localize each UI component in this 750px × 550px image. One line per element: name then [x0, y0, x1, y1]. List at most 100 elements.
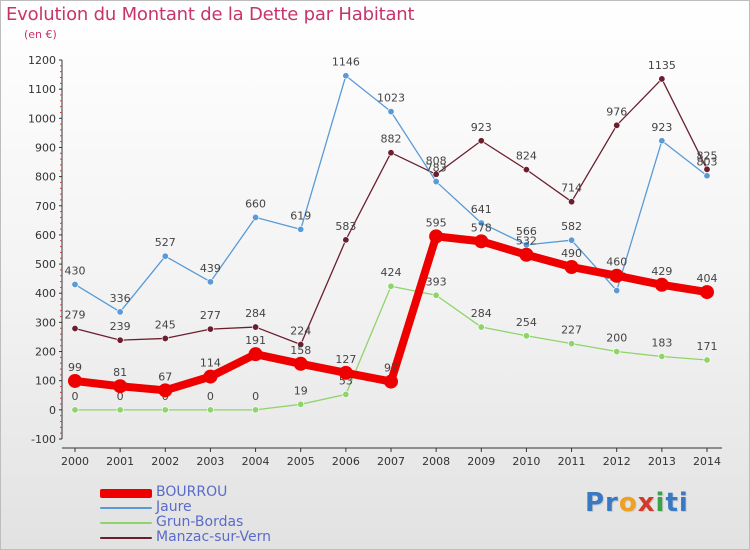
- data-label: 0: [252, 390, 259, 403]
- data-label: 619: [290, 209, 311, 222]
- data-label: 393: [426, 275, 447, 288]
- series-line-manzac-sur-vern: [74, 78, 708, 346]
- data-point: [342, 236, 350, 244]
- data-point: [432, 178, 440, 186]
- data-point: [564, 259, 579, 274]
- data-label: 227: [561, 324, 582, 337]
- legend-swatch: [100, 507, 152, 509]
- data-point: [71, 280, 79, 288]
- x-tick-label: 2009: [467, 455, 495, 468]
- data-point: [613, 121, 621, 129]
- data-point: [68, 373, 82, 388]
- data-point: [206, 325, 214, 333]
- data-label: 239: [110, 320, 131, 333]
- data-point: [116, 336, 124, 344]
- data-point: [161, 334, 169, 342]
- data-label: 824: [516, 150, 537, 163]
- data-label: 200: [606, 332, 627, 345]
- x-tick-label: 2011: [558, 455, 586, 468]
- data-label: 404: [697, 272, 718, 285]
- x-tick-label: 2014: [693, 455, 721, 468]
- chart-title: Evolution du Montant de la Dette par Hab…: [6, 4, 415, 25]
- y-tick-label: 100: [35, 375, 56, 388]
- data-point: [252, 213, 260, 221]
- data-point: [293, 356, 308, 371]
- logo-part: ti: [665, 488, 689, 518]
- data-point: [71, 406, 79, 414]
- logo-part: Pr: [585, 488, 619, 518]
- proxiti-logo: Proxiti: [585, 488, 689, 518]
- y-tick-label: 500: [35, 258, 56, 271]
- data-label: 490: [561, 247, 582, 260]
- y-tick-label: 1100: [28, 83, 56, 96]
- x-tick-label: 2013: [648, 455, 676, 468]
- data-label: 284: [471, 307, 492, 320]
- data-point: [113, 379, 128, 394]
- data-point: [297, 341, 305, 349]
- data-point: [477, 219, 485, 227]
- data-label: 527: [155, 236, 176, 249]
- y-tick-label: 400: [35, 287, 56, 300]
- data-label: 114: [200, 357, 221, 370]
- data-label: 430: [65, 264, 86, 277]
- data-point: [387, 282, 395, 290]
- data-label: 127: [335, 353, 356, 366]
- data-point: [297, 400, 305, 408]
- legend-label: Jaure: [156, 499, 192, 515]
- data-point: [161, 252, 169, 260]
- y-tick-label: 1000: [28, 112, 56, 125]
- y-tick-label: 700: [35, 200, 56, 213]
- data-point: [432, 170, 440, 178]
- data-label: 0: [72, 390, 79, 403]
- x-tick-label: 2001: [106, 455, 134, 468]
- data-label: 923: [651, 121, 672, 134]
- logo-part: o: [618, 488, 638, 518]
- data-label: 882: [381, 133, 402, 146]
- data-label: 183: [651, 336, 672, 349]
- data-point: [609, 268, 624, 283]
- data-point: [658, 75, 666, 83]
- data-label: 439: [200, 262, 221, 275]
- legend-swatch: [100, 489, 152, 498]
- data-point: [613, 348, 621, 356]
- data-label: 424: [381, 266, 402, 279]
- data-label: 641: [471, 203, 492, 216]
- data-label: 460: [606, 256, 627, 269]
- data-point: [384, 374, 398, 389]
- data-point: [658, 352, 666, 360]
- logo-part: x: [637, 488, 656, 518]
- data-label: 0: [117, 390, 124, 403]
- data-label: 97: [384, 362, 398, 375]
- data-label: 0: [207, 390, 214, 403]
- data-point: [477, 137, 485, 145]
- data-point: [342, 72, 350, 80]
- x-tick-label: 2002: [151, 455, 179, 468]
- data-label: 284: [245, 307, 266, 320]
- data-point: [658, 137, 666, 145]
- data-point: [703, 356, 711, 364]
- data-label: 660: [245, 197, 266, 210]
- data-label: 19: [294, 384, 308, 397]
- data-label: 158: [290, 344, 311, 357]
- data-label: 803: [697, 156, 718, 169]
- data-label: 1146: [332, 56, 360, 69]
- data-point: [161, 406, 169, 414]
- data-label: 923: [471, 121, 492, 134]
- data-point: [700, 285, 714, 300]
- data-label: 99: [68, 361, 82, 374]
- data-point: [522, 332, 530, 340]
- data-point: [116, 308, 124, 316]
- data-label: 81: [113, 366, 127, 379]
- data-label: 191: [245, 334, 266, 347]
- data-label: 277: [200, 309, 221, 322]
- data-point: [519, 247, 534, 262]
- legend-label: BOURROU: [156, 484, 228, 500]
- unit-label: (en €): [24, 28, 57, 41]
- x-tick-label: 2006: [332, 455, 360, 468]
- data-point: [297, 225, 305, 233]
- data-point: [252, 406, 260, 414]
- data-point: [206, 406, 214, 414]
- y-tick-label: 900: [35, 141, 56, 154]
- data-label: 578: [471, 221, 492, 234]
- data-point: [429, 229, 444, 244]
